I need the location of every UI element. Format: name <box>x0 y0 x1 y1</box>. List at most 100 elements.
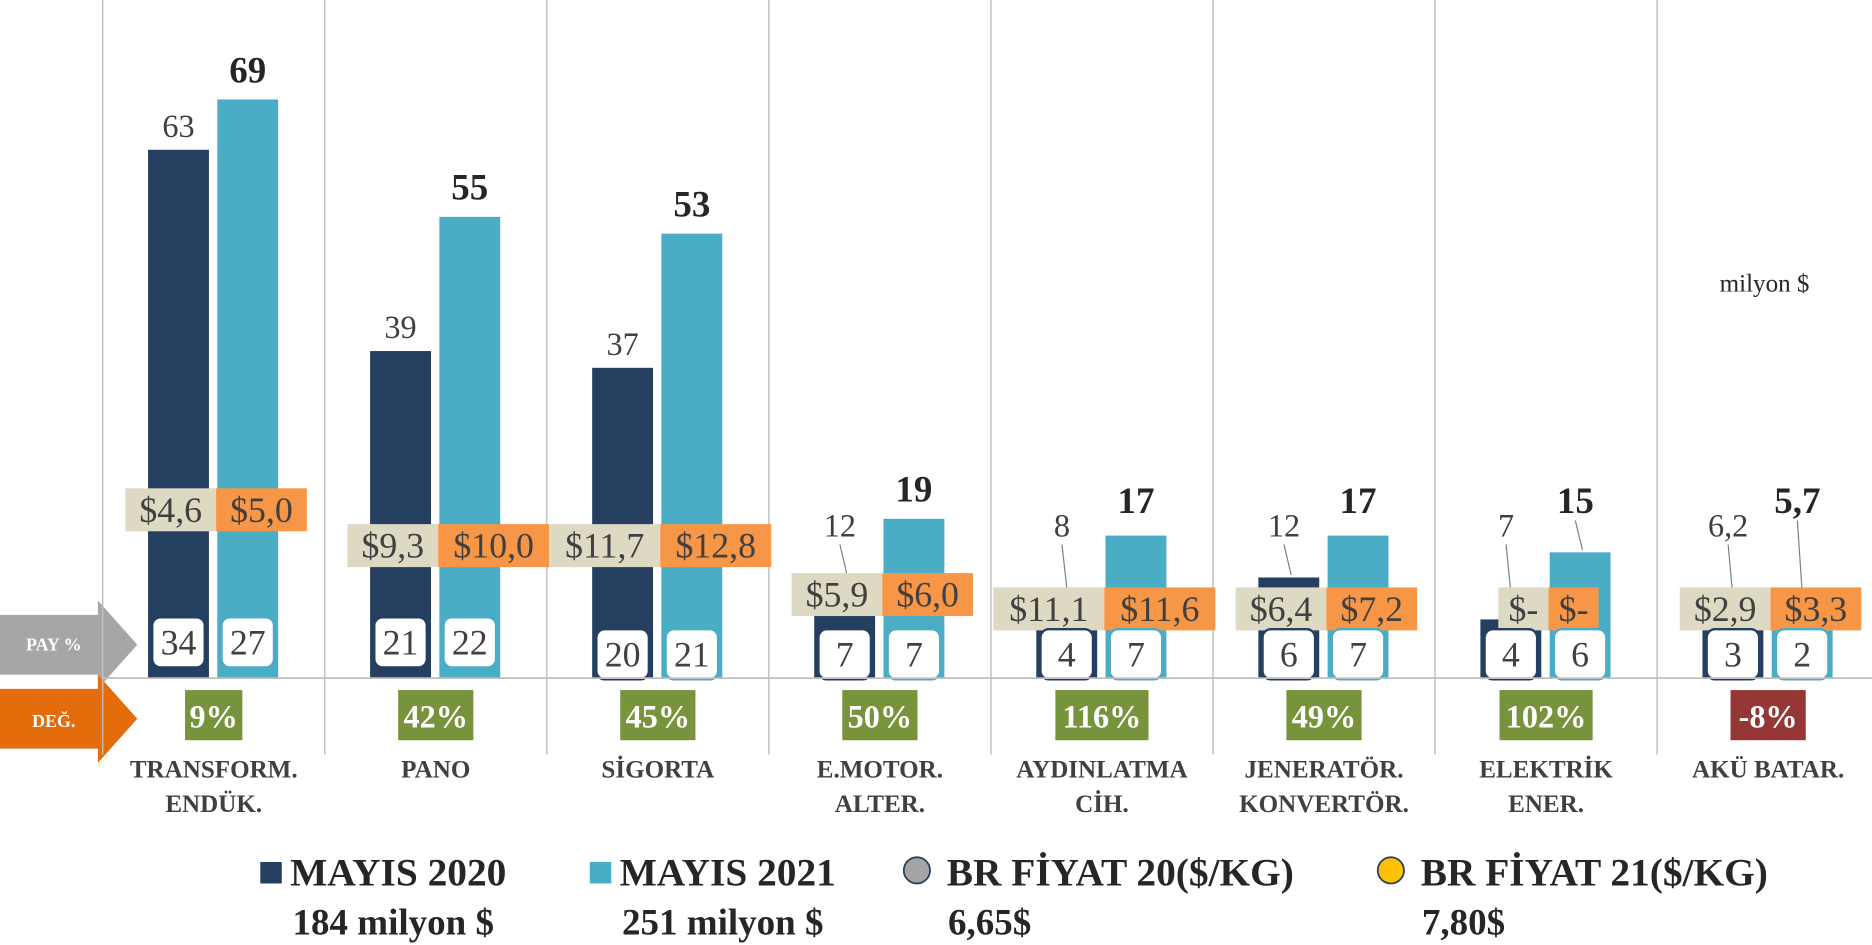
legend-swatch <box>589 862 612 884</box>
price-box <box>791 573 883 617</box>
share-box <box>1552 628 1608 681</box>
share-label: 7 <box>1127 634 1145 674</box>
value-label: 15 <box>1557 481 1594 522</box>
category-label: ENER. <box>1508 791 1584 818</box>
change-label: 45% <box>626 698 690 734</box>
price-box <box>1235 587 1327 631</box>
legend-label: MAYIS 2021 <box>620 851 836 895</box>
share-box <box>1108 628 1164 681</box>
value-label: 12 <box>1268 507 1300 543</box>
share-label: 7 <box>836 634 854 674</box>
price-label: $9,3 <box>361 526 424 566</box>
value-label: 39 <box>384 309 416 345</box>
value-label: 12 <box>824 507 856 543</box>
category-label: ALTER. <box>835 791 925 818</box>
legend-average: 6,65$ <box>948 902 1031 943</box>
legend-total: 251 milyon $ <box>622 902 823 943</box>
share-label: 3 <box>1724 634 1742 674</box>
change-label: 9% <box>190 698 238 734</box>
price-label: $6,4 <box>1250 589 1313 629</box>
share-box <box>817 628 873 681</box>
value-label: 37 <box>606 326 638 362</box>
legend-swatch <box>260 862 282 884</box>
price-label: $7,2 <box>1340 589 1403 629</box>
legend-label: BR FİYAT 21($/KG) <box>1421 851 1768 895</box>
price-box <box>125 488 217 532</box>
price-box <box>1548 587 1599 631</box>
price-label: $6,0 <box>896 575 959 615</box>
change-box <box>842 690 918 741</box>
share-label: 21 <box>383 622 419 662</box>
value-label: 7 <box>1498 507 1514 543</box>
share-box <box>442 616 498 669</box>
share-label: 21 <box>674 634 710 674</box>
value-label: 69 <box>229 50 266 91</box>
price-label: $5,0 <box>230 490 293 530</box>
share-label: 6 <box>1571 634 1589 674</box>
price-box <box>1104 587 1216 631</box>
share-box <box>886 628 942 681</box>
price-label: $- <box>1559 589 1589 629</box>
legend-label: MAYIS 2020 <box>290 851 506 895</box>
change-label: -8% <box>1739 698 1798 734</box>
share-label: 6 <box>1280 634 1298 674</box>
price-label: $2,9 <box>1694 589 1757 629</box>
change-box <box>398 690 474 741</box>
legend-marker <box>1376 856 1405 885</box>
share-label: 4 <box>1058 634 1076 674</box>
change-label: 102% <box>1506 698 1587 734</box>
value-label: 6,2 <box>1708 507 1748 543</box>
leader-line <box>1283 544 1292 576</box>
price-box <box>1326 587 1418 631</box>
value-label: 8 <box>1054 507 1070 543</box>
price-box <box>1679 587 1771 631</box>
change-label: 42% <box>404 698 468 734</box>
share-label: 7 <box>905 634 923 674</box>
category-label: TRANSFORM. <box>130 757 298 784</box>
price-box <box>347 524 439 568</box>
category-label: ENDÜK. <box>165 791 262 818</box>
change-label: 50% <box>848 698 912 734</box>
share-label: 4 <box>1502 634 1520 674</box>
category-label: CİH. <box>1075 790 1129 818</box>
bar <box>217 99 279 679</box>
price-label: $11,1 <box>1009 589 1088 629</box>
category-label: KONVERTÖR. <box>1239 791 1409 818</box>
price-box <box>993 587 1105 631</box>
category-label: ELEKTRİK <box>1479 756 1613 784</box>
leader-line <box>1574 520 1584 551</box>
price-label: $3,3 <box>1785 589 1848 629</box>
category-label: JENERATÖR. <box>1245 757 1404 784</box>
change-box <box>1286 690 1362 741</box>
price-box <box>438 524 550 568</box>
share-box <box>664 628 720 681</box>
change-box <box>1499 690 1593 741</box>
value-label: 5,7 <box>1774 481 1820 522</box>
bar <box>148 149 209 679</box>
value-label: 17 <box>1340 481 1377 522</box>
price-box <box>660 524 772 568</box>
change-box <box>1730 690 1806 741</box>
bar <box>592 367 654 679</box>
legend-total: 184 milyon $ <box>293 902 494 943</box>
value-label: 53 <box>673 184 710 225</box>
value-label: 63 <box>162 108 194 144</box>
price-box <box>216 488 307 532</box>
price-label: $11,6 <box>1120 589 1199 629</box>
change-title: DEĞ. <box>32 710 75 731</box>
share-title: PAY % <box>26 635 82 655</box>
category-label: PANO <box>401 757 470 784</box>
legend-label: BR FİYAT 20($/KG) <box>947 851 1294 895</box>
share-box <box>595 628 651 681</box>
price-label: $5,9 <box>806 575 869 615</box>
price-label: $4,6 <box>139 490 202 530</box>
category-label: AKÜ BATAR. <box>1692 757 1844 784</box>
price-label: $11,7 <box>565 526 644 566</box>
price-box <box>1770 587 1862 631</box>
legend-marker <box>902 856 931 885</box>
legend-average: 7,80$ <box>1422 902 1505 943</box>
change-box <box>185 690 243 741</box>
share-box <box>1705 628 1761 681</box>
share-label: 2 <box>1793 634 1811 674</box>
